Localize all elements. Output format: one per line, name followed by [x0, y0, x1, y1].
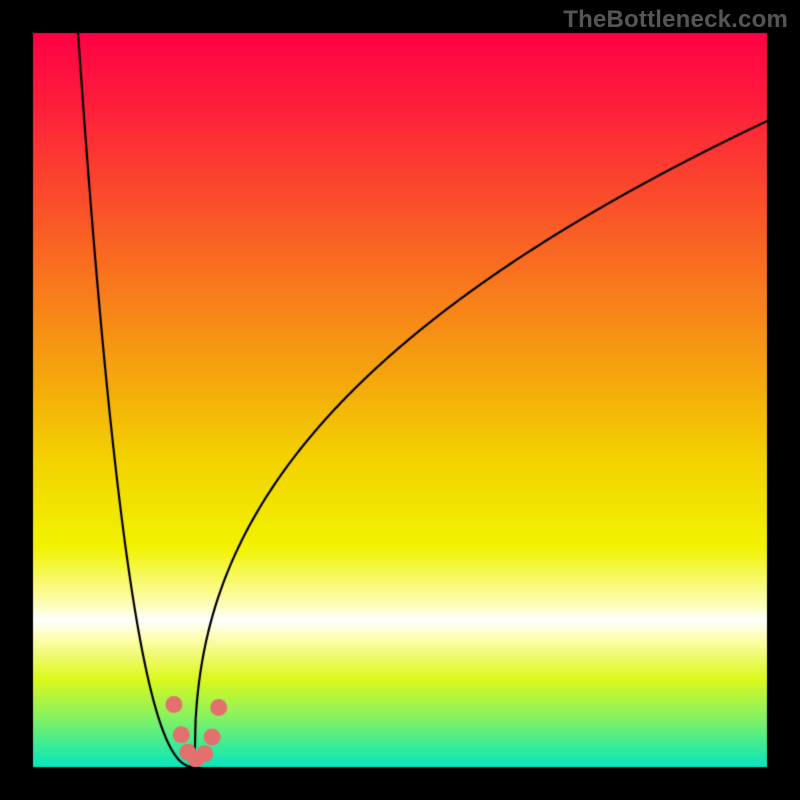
bottleneck-curve-chart	[0, 0, 800, 800]
chart-stage: TheBottleneck.com	[0, 0, 800, 800]
watermark-text: TheBottleneck.com	[563, 6, 788, 34]
